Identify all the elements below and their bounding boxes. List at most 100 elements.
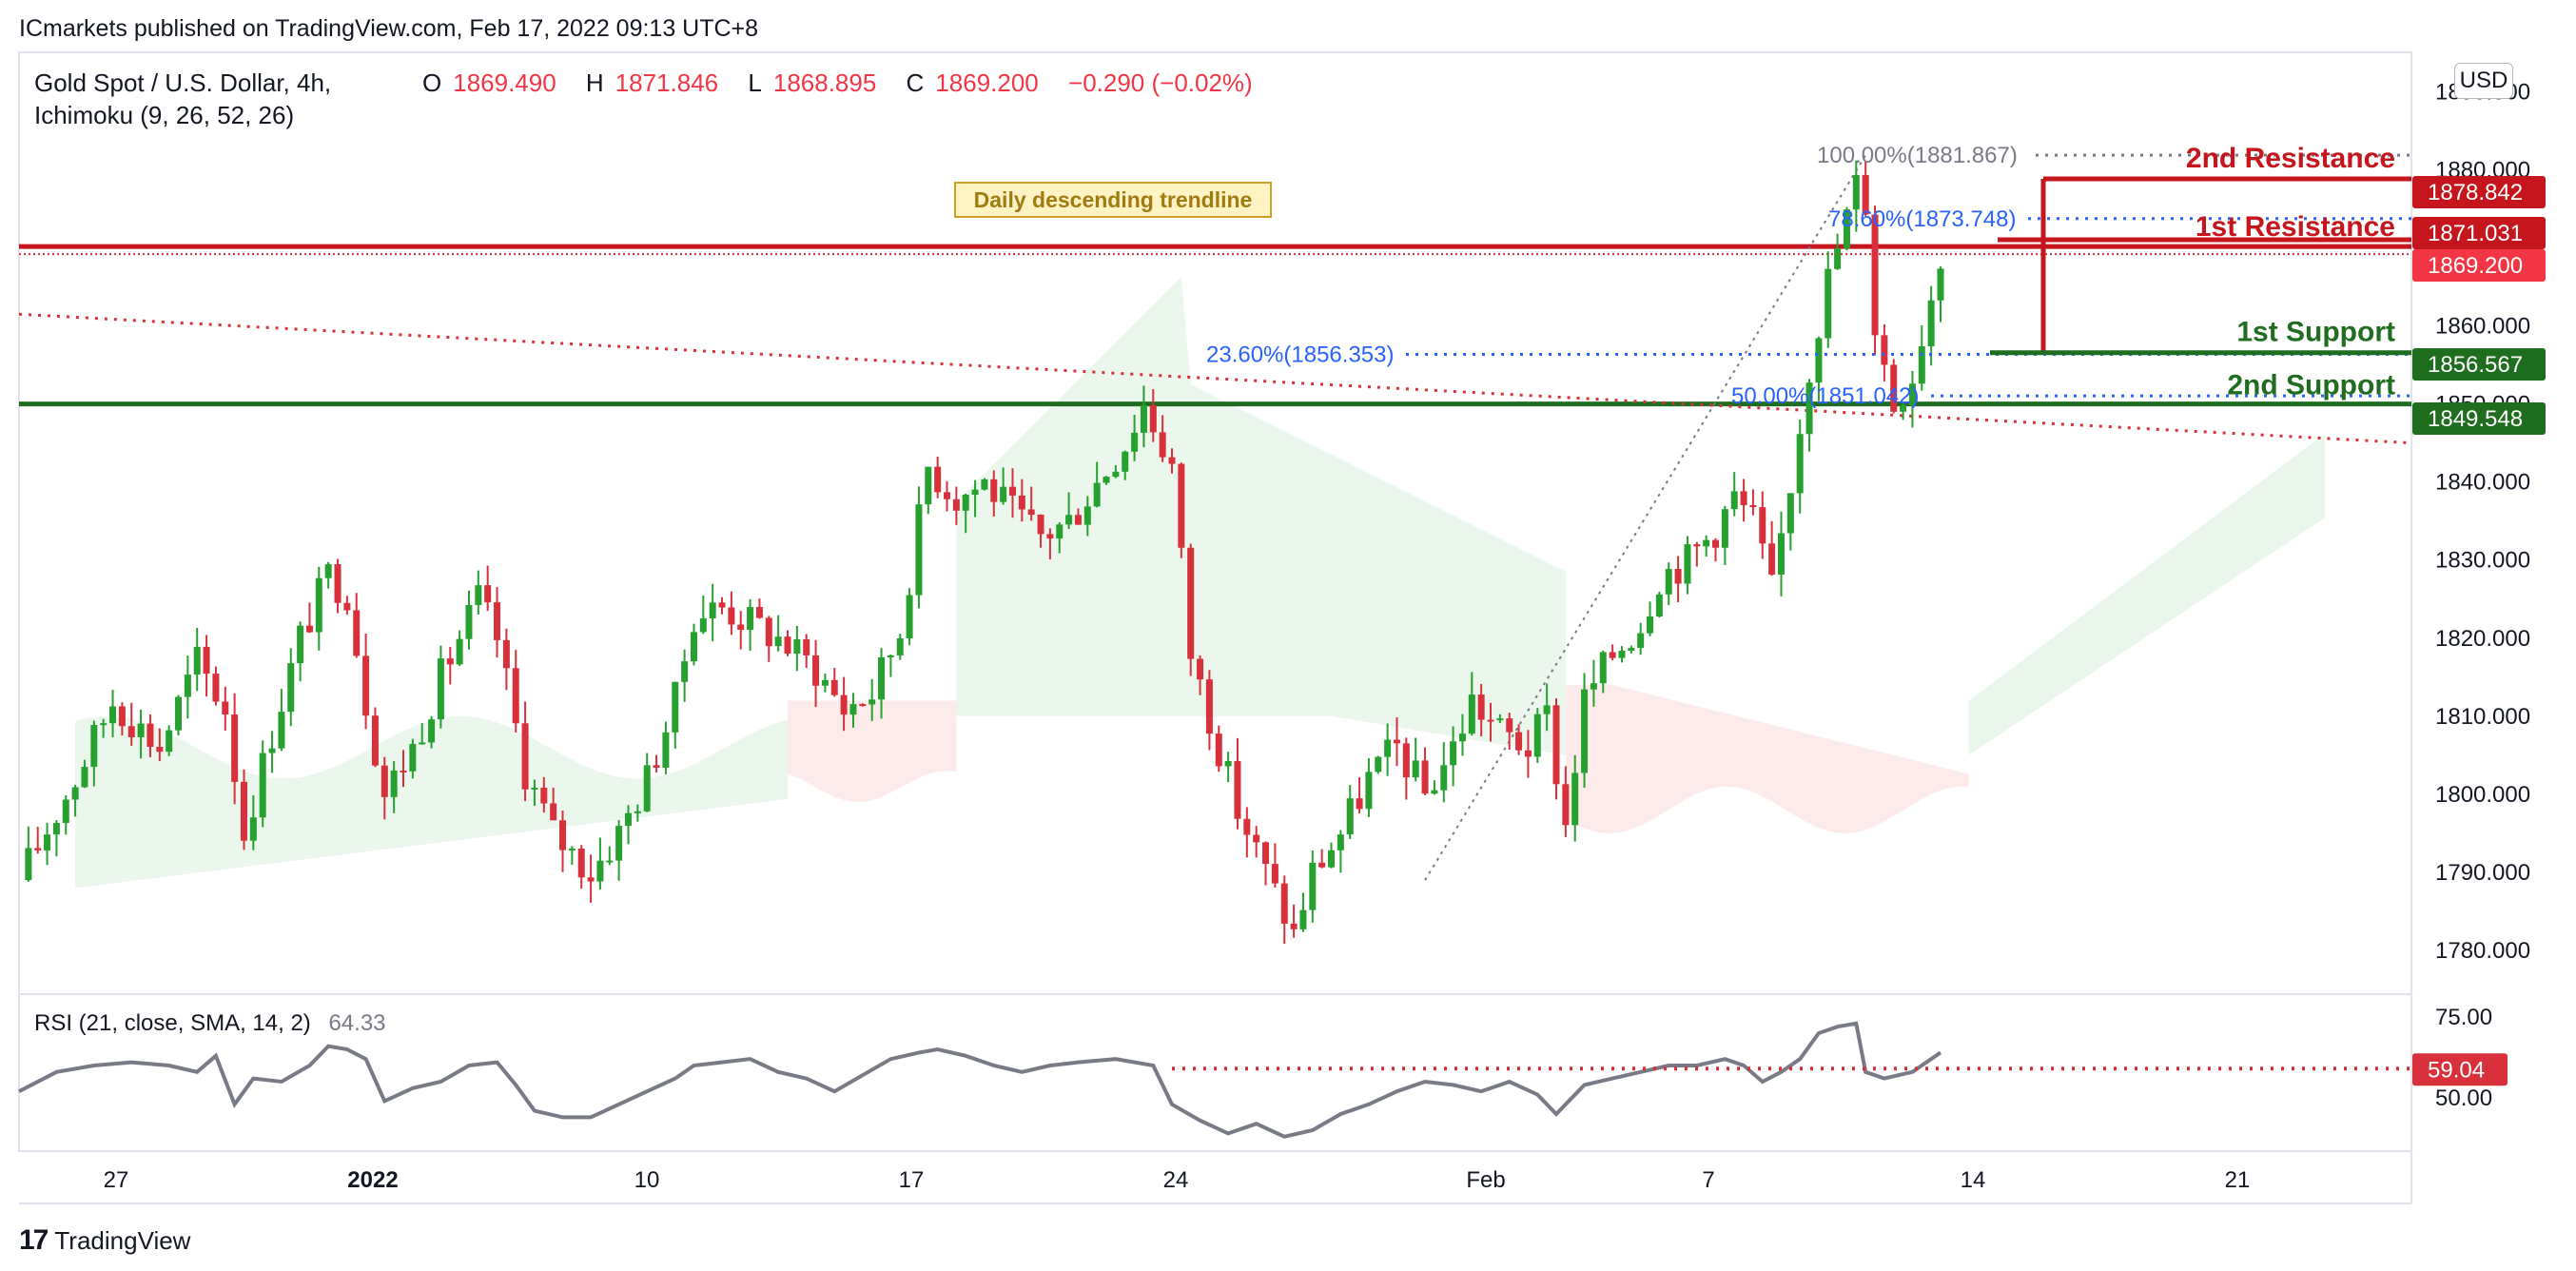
candle-body — [390, 770, 398, 797]
candle-body — [81, 767, 88, 788]
candle-body — [1037, 514, 1044, 535]
high-label: H — [585, 68, 604, 97]
candle-body — [1356, 798, 1363, 810]
y-tick-label: 1830.000 — [2435, 548, 2530, 574]
price-tag-value: 1849.548 — [2428, 406, 2523, 432]
candle-body — [1825, 268, 1832, 339]
candle-body — [821, 679, 829, 686]
candle-body — [728, 607, 735, 625]
candle-body — [1450, 741, 1457, 766]
y-tick-label: 1790.000 — [2435, 860, 2530, 886]
first-support-label: 1st Support — [2236, 317, 2395, 348]
candle-body — [1730, 491, 1738, 510]
candle-body — [1280, 883, 1288, 924]
candle-body — [1046, 534, 1054, 538]
candle-body — [962, 495, 969, 511]
price-tag-last — [2412, 249, 2546, 282]
candle-body — [1477, 694, 1485, 720]
candle-body — [1243, 818, 1251, 835]
candle-body — [1506, 718, 1513, 733]
x-tick-label: 27 — [104, 1167, 129, 1193]
candle-body — [175, 696, 183, 731]
candle-body — [1562, 784, 1570, 826]
price-tag-value: 1869.200 — [2428, 253, 2523, 279]
candle-body — [747, 607, 754, 631]
candle-body — [1178, 463, 1185, 548]
candle-body — [1927, 300, 1935, 347]
candle-body — [1365, 772, 1373, 810]
price-axis-ticks: 1890.0001880.0001870.0001860.0001850.000… — [2435, 79, 2530, 964]
candle-body — [475, 585, 482, 605]
candle-body — [849, 704, 857, 715]
candle-body — [1018, 495, 1025, 510]
tradingview-icon: 17 — [19, 1224, 49, 1256]
candle-body — [540, 787, 548, 804]
candle-body — [259, 753, 266, 818]
candle-body — [1140, 404, 1147, 433]
currency-button[interactable]: USD — [2454, 63, 2513, 99]
candle-body — [634, 811, 641, 813]
candle-body — [1759, 507, 1766, 544]
tradingview-logo[interactable]: 17 TradingView — [19, 1224, 190, 1257]
candle-body — [737, 624, 745, 631]
candle-body — [1674, 569, 1682, 584]
candle-body — [34, 848, 42, 851]
candle-body — [400, 770, 407, 772]
candle-body — [1647, 616, 1654, 634]
candle-body — [371, 715, 379, 766]
candle-body — [803, 638, 810, 655]
high-value: 1871.846 — [615, 68, 719, 97]
candle-body — [287, 663, 295, 713]
candle-body — [127, 726, 135, 737]
candle-body — [1796, 434, 1804, 494]
candle-body — [1215, 733, 1222, 767]
candle-body — [203, 646, 210, 675]
ohlc-legend: O 1869.490 H 1871.846 L 1868.895 C 1869.200 … — [422, 68, 1264, 98]
close-label: C — [906, 68, 925, 97]
price-tag-resistance — [2412, 176, 2546, 208]
ichimoku-cloud — [75, 276, 2325, 889]
candle-body — [1749, 504, 1757, 508]
candle-body — [297, 625, 304, 664]
candle-body — [1693, 544, 1701, 547]
candle-body — [1890, 364, 1898, 412]
candle-body — [1262, 842, 1270, 865]
rsi-pane-frame — [18, 993, 2412, 1152]
x-tick-label: 2022 — [347, 1167, 398, 1193]
candle-body — [1496, 718, 1504, 721]
candle-body — [606, 860, 614, 863]
candle-body — [1112, 471, 1120, 478]
candle-body — [1609, 652, 1616, 658]
candle-body — [166, 730, 173, 753]
candle-body — [502, 639, 510, 669]
candle-body — [1533, 714, 1541, 757]
price-tag-resistance — [2412, 217, 2546, 249]
candle-body — [1431, 790, 1438, 794]
candle-body — [896, 637, 904, 655]
candle-body — [1318, 862, 1326, 868]
candle-body — [1543, 705, 1551, 714]
candle-body — [1468, 694, 1475, 734]
candle-body — [156, 747, 164, 753]
candle-body — [1008, 486, 1016, 496]
y-tick-label: 1820.000 — [2435, 626, 2530, 652]
candle-body — [1900, 404, 1907, 412]
candle-body — [1918, 346, 1925, 384]
candle-body — [1384, 739, 1392, 757]
candle-body — [222, 701, 229, 715]
candle-body — [559, 820, 567, 851]
candle-body — [1393, 739, 1400, 744]
change-value: −0.290 (−0.02%) — [1068, 68, 1253, 97]
y-tick-label: 1810.000 — [2435, 704, 2530, 730]
candle-body — [109, 706, 117, 724]
candle-body — [1290, 923, 1298, 929]
rsi-tick-label: 50.00 — [2435, 1085, 2492, 1111]
candle-body — [1834, 248, 1842, 269]
candle-body — [568, 848, 576, 851]
candle-body — [690, 632, 697, 662]
price-tag-support — [2412, 402, 2546, 435]
candle-body — [1197, 658, 1204, 680]
candle-body — [343, 602, 351, 611]
candle-body — [315, 577, 322, 633]
